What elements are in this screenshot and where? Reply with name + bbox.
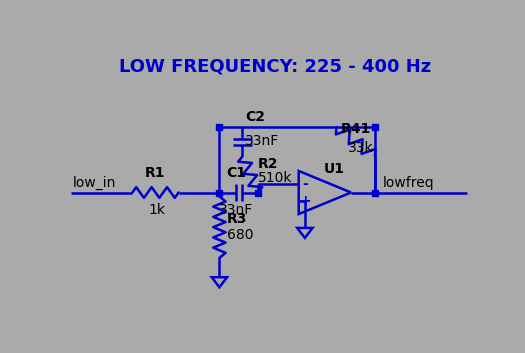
Text: lowfreq: lowfreq <box>383 176 434 190</box>
Text: +: + <box>299 194 311 208</box>
Text: C1: C1 <box>226 166 246 180</box>
Text: R41: R41 <box>340 122 371 136</box>
Text: 33nF: 33nF <box>219 203 254 217</box>
Text: LOW FREQUENCY: 225 - 400 Hz: LOW FREQUENCY: 225 - 400 Hz <box>119 58 432 76</box>
Text: R1: R1 <box>145 166 166 180</box>
Text: 33nF: 33nF <box>245 134 279 148</box>
Text: -: - <box>302 177 308 191</box>
Text: 1k: 1k <box>149 203 165 217</box>
Text: low_in: low_in <box>73 176 117 190</box>
Text: 680: 680 <box>227 228 254 242</box>
Text: C2: C2 <box>245 110 265 124</box>
Text: R2: R2 <box>258 157 278 170</box>
Text: 510k: 510k <box>258 171 292 185</box>
Text: R3: R3 <box>227 213 247 227</box>
Text: 33k: 33k <box>348 141 374 155</box>
Text: U1: U1 <box>323 162 344 175</box>
